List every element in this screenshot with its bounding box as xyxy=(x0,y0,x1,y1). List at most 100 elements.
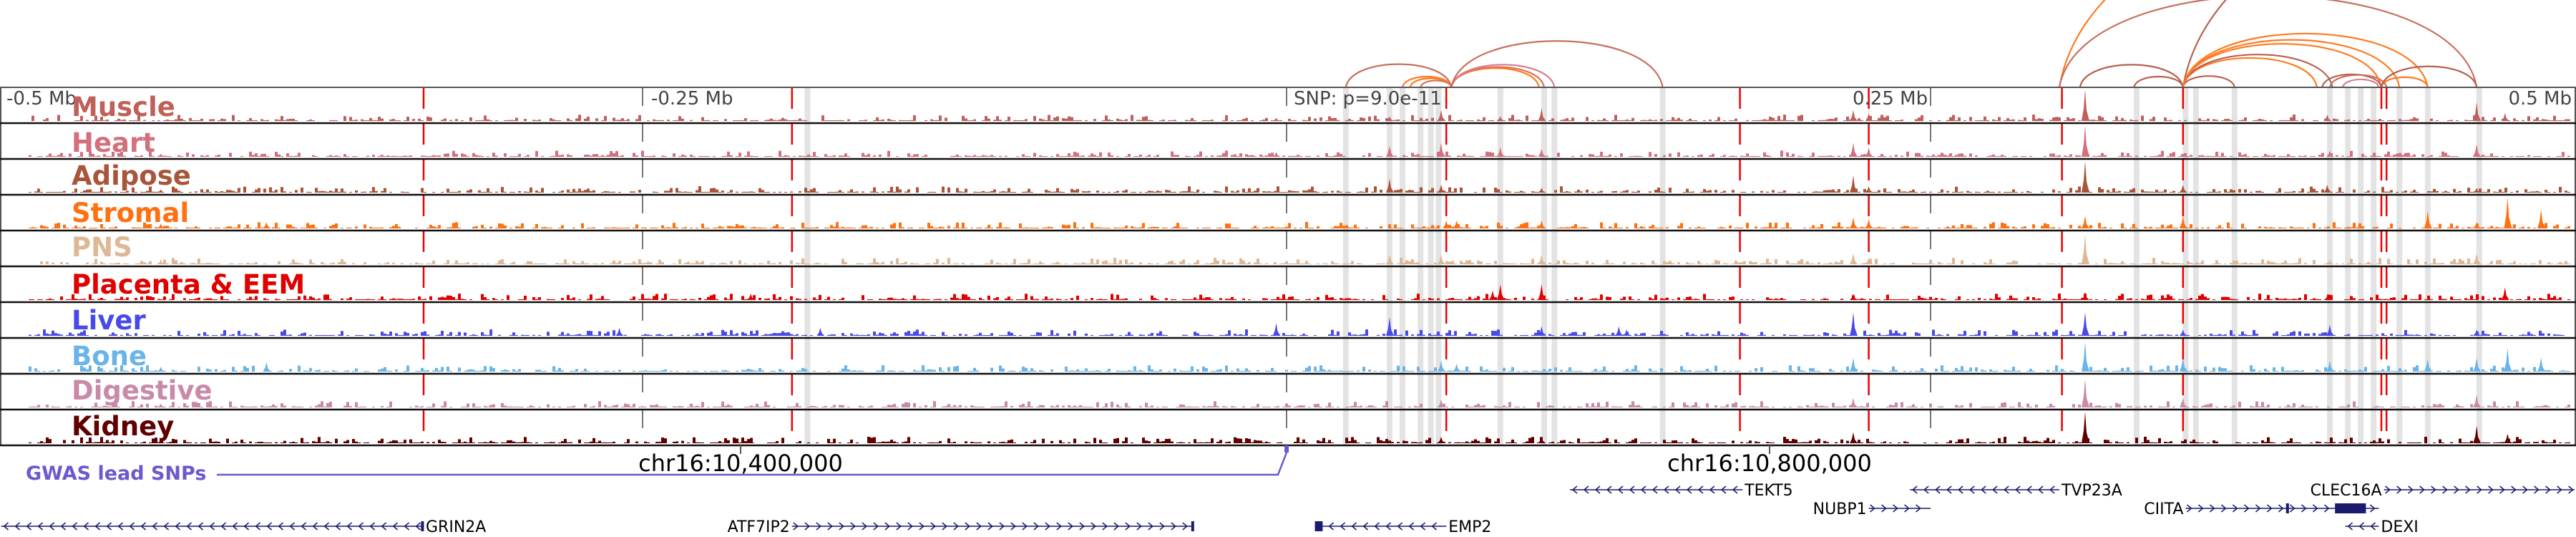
signal-bin xyxy=(1056,188,1059,193)
signal-bin xyxy=(1984,226,1986,228)
signal-bin xyxy=(1182,299,1185,300)
signal-bin xyxy=(1680,334,1683,336)
signal-bin xyxy=(1076,263,1079,264)
signal-bin xyxy=(1969,334,1972,336)
signal-bin xyxy=(1225,150,1228,157)
signal-bin xyxy=(1769,222,1772,228)
signal-bin xyxy=(1915,370,1918,372)
signal-bin xyxy=(693,263,696,264)
signal-bin xyxy=(1331,118,1334,121)
signal-bin xyxy=(100,117,103,121)
signal-bin xyxy=(1056,116,1059,121)
signal-bin xyxy=(1317,155,1319,157)
signal-bin xyxy=(2278,227,2281,228)
signal-bin xyxy=(2089,120,2092,121)
signal-bin xyxy=(2567,226,2570,228)
signal-bin xyxy=(37,299,40,300)
signal-bin xyxy=(29,366,31,372)
signal-bin xyxy=(613,191,615,193)
signal-bin xyxy=(149,296,152,300)
signal-bin xyxy=(2253,369,2255,372)
signal-bin xyxy=(1709,120,1712,121)
signal-bin xyxy=(512,261,515,264)
signal-bin xyxy=(2536,117,2539,121)
signal-bin xyxy=(1909,190,1912,193)
signal-bin xyxy=(1883,299,1886,300)
signal-bin xyxy=(2069,370,2072,372)
signal-bin xyxy=(2467,370,2470,372)
signal-bin xyxy=(2293,115,2296,121)
signal-bin xyxy=(2207,227,2210,228)
signal-bin xyxy=(690,120,693,121)
signal-bin xyxy=(1159,331,1162,336)
signal-bin xyxy=(2533,263,2536,264)
signal-bin xyxy=(495,263,498,264)
signal-bin xyxy=(1803,334,1806,336)
signal-bin xyxy=(2444,190,2447,193)
signal-bin xyxy=(472,153,475,157)
signal-bin xyxy=(2101,189,2104,193)
signal-bin xyxy=(2373,370,2376,372)
signal-bin xyxy=(1357,263,1360,264)
signal-bin xyxy=(947,187,950,193)
signal-bin xyxy=(1377,263,1380,264)
signal-bin xyxy=(1792,120,1795,121)
signal-bin xyxy=(2238,152,2241,157)
signal-bin xyxy=(1866,334,1869,336)
signal-bin xyxy=(867,299,870,300)
signal-peak xyxy=(1850,142,1858,157)
signal-bin xyxy=(306,191,309,193)
signal-bin xyxy=(1769,299,1772,300)
signal-bin xyxy=(2344,369,2347,372)
signal-bin xyxy=(727,335,730,336)
signal-bin xyxy=(698,297,701,300)
signal-bin xyxy=(195,299,197,300)
signal-bin xyxy=(887,370,890,372)
signal-bin xyxy=(1875,299,1878,300)
signal-bin xyxy=(819,294,821,300)
signal-bin xyxy=(1208,334,1211,336)
signal-bin xyxy=(472,263,475,264)
signal-bin xyxy=(1597,155,1600,157)
signal-bin xyxy=(2004,120,2006,121)
signal-bin xyxy=(163,155,166,157)
signal-bin xyxy=(598,331,601,336)
signal-bin xyxy=(521,334,524,336)
signal-bin xyxy=(2184,120,2187,121)
signal-bin xyxy=(2201,260,2204,264)
signal-bin xyxy=(2167,262,2170,264)
signal-bin xyxy=(1875,369,1878,372)
signal-bin xyxy=(1251,191,1254,193)
signal-peak xyxy=(1496,116,1505,121)
signal-bin xyxy=(1091,223,1093,228)
signal-bin xyxy=(2510,155,2513,157)
signal-bin xyxy=(2565,261,2567,264)
signal-bin xyxy=(1242,334,1245,336)
signal-bin xyxy=(2316,299,2318,300)
signal-peak xyxy=(2179,329,2187,336)
signal-bin xyxy=(329,299,332,300)
signal-peak xyxy=(157,153,165,157)
signal-bin xyxy=(1262,120,1265,121)
signal-bin xyxy=(404,370,406,372)
signal-bin xyxy=(1517,226,1520,228)
signal-bin xyxy=(1812,334,1815,336)
signal-bin xyxy=(753,191,756,193)
signal-bin xyxy=(2092,120,2095,121)
signal-bin xyxy=(467,262,469,264)
signal-bin xyxy=(2041,118,2044,121)
signal-bin xyxy=(1563,191,1566,193)
signal-bin xyxy=(1769,262,1772,264)
signal-bin xyxy=(799,406,801,407)
signal-bin xyxy=(1938,120,1941,121)
signal-bin xyxy=(864,334,867,336)
signal-bin xyxy=(1265,370,1268,372)
signal-bin xyxy=(1514,334,1517,336)
signal-bin xyxy=(567,263,570,264)
signal-bin xyxy=(484,334,487,336)
signal-bin xyxy=(1663,299,1666,300)
signal-bin xyxy=(1546,370,1548,372)
signal-bin xyxy=(862,191,864,193)
signal-bin xyxy=(215,155,218,157)
signal-bin xyxy=(1423,155,1425,157)
